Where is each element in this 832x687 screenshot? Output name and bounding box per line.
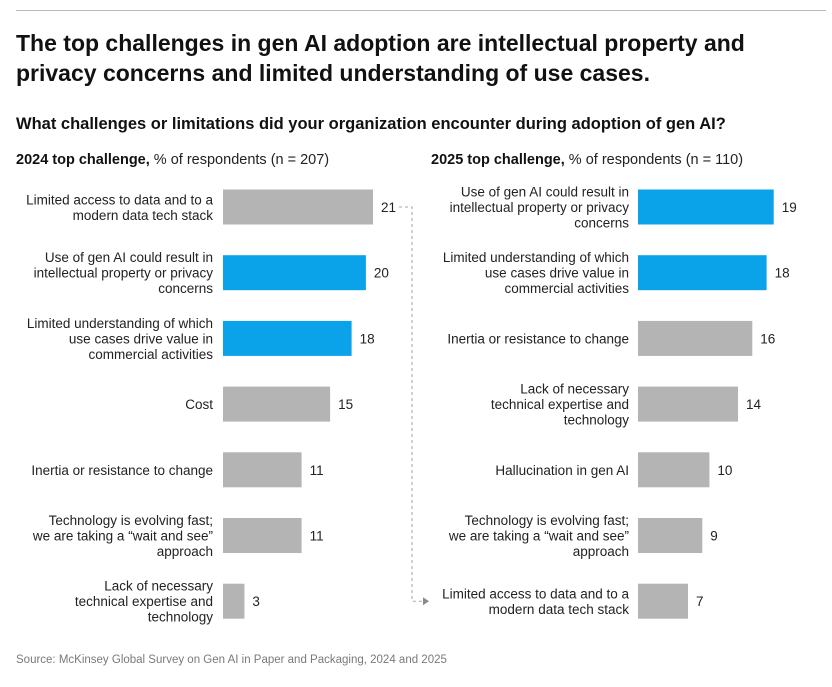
panel-2025-subtitle: % of respondents (n = 110) — [564, 152, 744, 168]
value-label-2024-4: 15 — [338, 397, 353, 412]
category-label-line: technical expertise and — [491, 397, 629, 412]
survey-question: What challenges or limitations did your … — [16, 115, 726, 133]
panel-2025-bars: 19 Use of gen AI could result in intellect… — [442, 185, 797, 619]
panel-2025-header: 2025 top challenge, % of respondents (n … — [431, 151, 743, 169]
category-label-line: Technology is evolving fast; — [49, 513, 213, 528]
category-label-2025-6: Technology is evolving fast; we are takin… — [448, 513, 629, 559]
bar-2024-5 — [223, 452, 302, 488]
category-label-2025-4: Lack of necessary technical expertise and… — [491, 382, 629, 428]
category-label-line: modern data tech stack — [73, 208, 214, 223]
category-label-line: concerns — [574, 216, 629, 231]
bar-2025-2 — [638, 255, 767, 291]
bar-2024-1 — [223, 189, 373, 225]
category-label-line: Limited understanding of which — [27, 316, 213, 331]
bar-2024-7 — [223, 583, 245, 619]
category-label-2024-1: Limited access to data and to a modern da… — [26, 192, 213, 223]
category-label-2024-4: Cost — [185, 397, 213, 412]
category-label-line: commercial activities — [504, 281, 629, 296]
category-label-2025-3: Inertia or resistance to change — [447, 331, 629, 346]
category-label-2024-6: Technology is evolving fast; we are takin… — [32, 513, 213, 559]
category-label-line: intellectual property or privacy — [450, 200, 630, 215]
panel-2024-bars: 21 Limited access to data and to a modern … — [26, 189, 396, 625]
value-label-2025-3: 16 — [760, 331, 775, 346]
value-label-2025-5: 10 — [717, 463, 732, 478]
category-label-2024-2: Use of gen AI could result in intellectua… — [34, 250, 214, 296]
category-label-line: Technology is evolving fast; — [465, 513, 629, 528]
category-label-line: Cost — [185, 397, 213, 412]
bar-2025-6 — [638, 518, 703, 553]
category-label-line: Limited understanding of which — [443, 250, 629, 265]
category-label-line: intellectual property or privacy — [34, 266, 214, 281]
category-label-line: Limited access to data and to a — [26, 192, 213, 207]
panel-2025-title: 2025 top challenge, — [431, 152, 565, 168]
category-label-line: Use of gen AI could result in — [45, 250, 213, 265]
bar-2024-3 — [223, 320, 352, 356]
bar-2024-4 — [223, 386, 331, 422]
category-label-line: use cases drive value in — [485, 266, 629, 281]
category-label-line: technical expertise and — [75, 594, 213, 609]
bar-2024-6 — [223, 518, 302, 553]
category-label-line: Lack of necessary — [104, 579, 213, 594]
value-label-2024-2: 20 — [374, 266, 389, 281]
value-label-2024-1: 21 — [381, 200, 396, 215]
category-label-line: we are taking a “wait and see” — [32, 529, 213, 544]
category-label-line: we are taking a “wait and see” — [448, 529, 629, 544]
value-label-2025-2: 18 — [775, 266, 790, 281]
category-label-line: use cases drive value in — [69, 331, 213, 346]
category-label-line: Lack of necessary — [520, 382, 629, 397]
bar-2025-1 — [638, 189, 774, 225]
bar-2025-7 — [638, 583, 688, 619]
category-label-2025-2: Limited understanding of which use cases … — [443, 250, 629, 296]
category-label-2024-5: Inertia or resistance to change — [31, 463, 213, 478]
category-label-line: concerns — [158, 281, 213, 296]
category-label-line: technology — [564, 413, 630, 428]
rank-change-connector — [399, 206, 429, 606]
category-label-line: Limited access to data and to a — [442, 587, 629, 602]
value-label-2024-5: 11 — [310, 463, 324, 478]
panel-2024-title: 2024 top challenge, — [16, 152, 150, 168]
category-label-line: approach — [157, 544, 213, 559]
value-label-2024-3: 18 — [360, 331, 375, 346]
category-label-line: Inertia or resistance to change — [31, 463, 213, 478]
category-label-line: Use of gen AI could result in — [461, 185, 629, 200]
value-label-2025-6: 9 — [710, 529, 718, 544]
category-label-line: Inertia or resistance to change — [447, 331, 629, 346]
category-label-2024-7: Lack of necessary technical expertise and… — [75, 579, 213, 625]
category-label-line: approach — [573, 544, 629, 559]
value-label-2025-7: 7 — [696, 594, 704, 609]
category-label-line: modern data tech stack — [489, 602, 630, 617]
connector-arrowhead — [423, 597, 429, 606]
chart-title: The top challenges in gen AI adoption ar… — [16, 30, 745, 86]
top-rule — [16, 10, 826, 11]
bar-2024-2 — [223, 255, 366, 291]
source-note: Source: McKinsey Global Survey on Gen AI… — [16, 654, 447, 666]
bar-2025-4 — [638, 386, 738, 422]
connector-line — [399, 206, 423, 602]
value-label-2024-6: 11 — [310, 529, 324, 544]
category-label-2025-7: Limited access to data and to a modern da… — [442, 587, 629, 618]
bar-2025-5 — [638, 452, 710, 488]
category-label-2025-5: Hallucination in gen AI — [495, 463, 629, 478]
category-label-2024-3: Limited understanding of which use cases … — [27, 316, 213, 362]
value-label-2025-4: 14 — [746, 397, 762, 412]
value-label-2024-7: 3 — [252, 594, 260, 609]
category-label-line: technology — [148, 610, 214, 625]
panel-2024-subtitle: % of respondents (n = 207) — [149, 152, 330, 168]
panel-2024-header: 2024 top challenge, % of respondents (n … — [16, 151, 329, 169]
category-label-2025-1: Use of gen AI could result in intellectua… — [450, 185, 630, 231]
value-label-2025-1: 19 — [782, 200, 797, 215]
category-label-line: Hallucination in gen AI — [495, 463, 629, 478]
category-label-line: commercial activities — [88, 347, 213, 362]
bar-2025-3 — [638, 320, 753, 356]
